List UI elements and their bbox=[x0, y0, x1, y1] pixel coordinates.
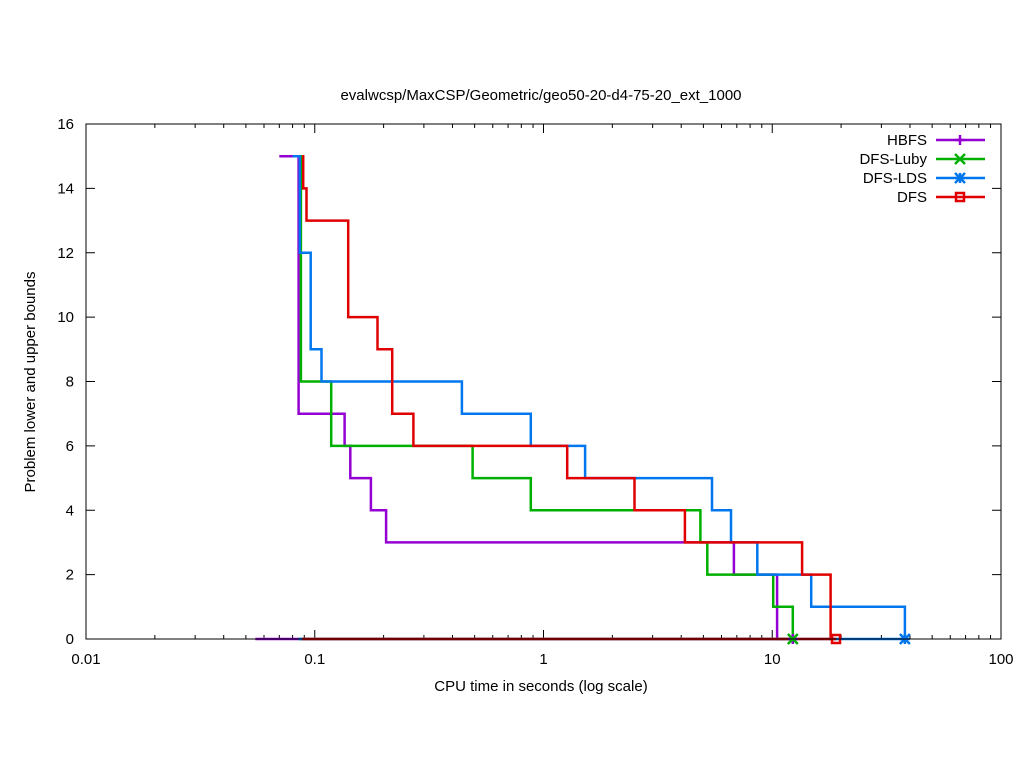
x-tick-label: 10 bbox=[764, 651, 781, 668]
y-tick-label: 4 bbox=[66, 502, 74, 519]
plot-border bbox=[85, 123, 1002, 640]
series-line-dfs-lds bbox=[292, 154, 907, 639]
y-axis-label: Problem lower and upper bounds bbox=[22, 272, 39, 493]
legend-marker-dfs-lds bbox=[954, 172, 966, 184]
x-tick-label: 1 bbox=[539, 651, 547, 668]
x-axis-label: CPU time in seconds (log scale) bbox=[434, 678, 647, 695]
legend: HBFS DFS-Luby DFS-LDS DFS bbox=[859, 132, 985, 206]
legend-label-hbfs: HBFS bbox=[887, 132, 927, 149]
legend-marker-hbfs bbox=[955, 135, 965, 145]
series-line-dfs bbox=[301, 154, 836, 641]
x-tick-label: 100 bbox=[988, 651, 1013, 668]
legend-label-dfs-luby: DFS-Luby bbox=[859, 151, 927, 168]
y-tick-label: 14 bbox=[57, 180, 74, 197]
chart-title: evalwcsp/MaxCSP/Geometric/geo50-20-d4-75… bbox=[340, 87, 741, 104]
y-tick-label: 8 bbox=[66, 374, 74, 391]
y-tick-label: 16 bbox=[57, 116, 74, 133]
y-tick-label: 12 bbox=[57, 245, 74, 262]
legend-label-dfs: DFS bbox=[897, 189, 927, 206]
y-tick-label: 2 bbox=[66, 567, 74, 584]
x-tick-label: 0.1 bbox=[304, 651, 325, 668]
legend-marker-dfs bbox=[954, 191, 966, 203]
y-tick-label: 10 bbox=[57, 309, 74, 326]
legend-marker-dfs-luby bbox=[954, 153, 966, 165]
y-tick-label: 6 bbox=[66, 438, 74, 455]
y-tick-label: 0 bbox=[66, 631, 74, 648]
x-tick-label: 0.01 bbox=[71, 651, 100, 668]
legend-label-dfs-lds: DFS-LDS bbox=[863, 170, 927, 187]
